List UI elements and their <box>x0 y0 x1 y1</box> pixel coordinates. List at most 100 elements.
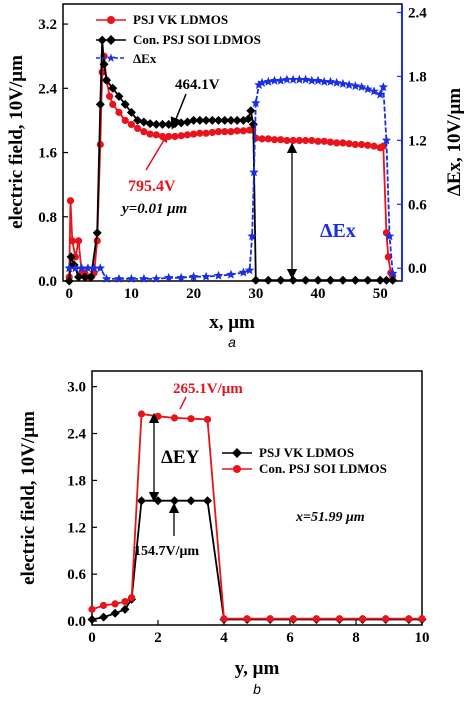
y-right-tick-label: 0.0 <box>408 261 427 277</box>
data-point-0-61 <box>379 142 387 150</box>
data-point-1-11 <box>243 615 251 623</box>
data-point-0-42 <box>264 135 272 143</box>
y-right-tick-label: 0.6 <box>408 197 427 213</box>
data-point-1-15 <box>335 615 344 623</box>
chart-b-series <box>87 410 427 625</box>
y-tick-label: 3.2 <box>38 17 57 33</box>
legend-a-item-3: ΔEx <box>133 51 157 66</box>
data-point-1-12 <box>114 91 124 101</box>
data-point-2-42 <box>375 89 385 99</box>
data-point-0-1 <box>99 612 109 622</box>
x-tick-label: 10 <box>124 286 139 302</box>
data-point-2-6 <box>101 273 112 283</box>
data-point-2-24 <box>263 76 273 86</box>
data-point-1-16 <box>139 117 149 127</box>
chart-a-xlabel: x, μm <box>209 312 255 333</box>
x-tick-label: 0 <box>65 286 73 302</box>
data-point-2-43 <box>378 82 389 92</box>
data-point-1-23 <box>182 117 192 127</box>
data-point-0-29 <box>190 130 198 138</box>
data-point-1-42 <box>325 275 335 285</box>
data-point-1-46 <box>375 275 385 285</box>
annotation-y-condition: y=0.01 μm <box>120 201 187 217</box>
data-point-2-40 <box>363 84 373 94</box>
data-point-1-11 <box>108 83 118 93</box>
data-point-2-11 <box>164 272 174 282</box>
data-point-2-36 <box>338 78 348 88</box>
data-point-0-57 <box>357 140 366 149</box>
data-point-2-9 <box>139 273 149 283</box>
chart-b-xlabel: y, μm <box>235 658 280 679</box>
data-point-1-36 <box>251 275 261 285</box>
data-point-2-41 <box>369 86 379 96</box>
data-point-2-25 <box>269 75 280 85</box>
data-point-0-43 <box>270 136 279 144</box>
chart-b-ticks: 0 2 4 6 8 10 0.0 0.6 1.2 1.8 2.4 3.0 <box>67 380 429 646</box>
data-point-0-54 <box>339 139 347 147</box>
data-point-0-21 <box>140 128 148 136</box>
data-point-0-35 <box>227 128 235 136</box>
data-point-0-30 <box>196 129 204 137</box>
legend-a-item-2: Con. PSJ SOI LDMOS <box>133 32 261 47</box>
y-right-tick-label: 1.8 <box>408 69 427 85</box>
data-point-2-15 <box>213 270 224 280</box>
data-point-1-10 <box>102 75 112 85</box>
chart-a-ylabel-right: ΔEx, 10V/μm <box>444 88 465 196</box>
data-point-0-28 <box>183 131 192 139</box>
data-point-1-19 <box>418 615 426 623</box>
data-point-0-15 <box>106 92 114 100</box>
chart-a-ticks: 0 10 20 30 40 50 0.0 0.8 1.6 2.4 3.2 0.0 0.6 1.2 1.8 2.… <box>38 6 427 302</box>
data-point-2-2 <box>76 263 87 273</box>
data-point-0-1 <box>66 197 75 205</box>
data-point-0-53 <box>333 139 341 147</box>
data-point-1-18 <box>405 615 413 623</box>
chart-a: 0 10 20 30 40 50 0.0 0.8 1.6 2.4 3.2 0.0 0.6 1.2 1.8 2.… <box>6 3 465 350</box>
data-point-0-3 <box>120 604 130 614</box>
x-tick-label: 50 <box>373 286 388 302</box>
data-point-1-4 <box>128 594 136 602</box>
x-tick-label: 2 <box>154 630 162 646</box>
annotation-265v-arrow <box>179 396 187 410</box>
data-point-0-17 <box>115 108 123 116</box>
data-point-0-34 <box>221 128 229 136</box>
data-point-1-28 <box>214 115 224 125</box>
data-point-2-7 <box>114 273 124 283</box>
y-tick-label: 0.6 <box>67 567 86 583</box>
chart-b-plot-frame <box>91 370 423 626</box>
chart-b: 0 2 4 6 8 10 0.0 0.6 1.2 1.8 2.4 3.0 electric field… <box>18 370 430 697</box>
chart-b-legend: PSJ VK LDMOS Con. PSJ SOI LDMOS <box>222 445 387 476</box>
data-point-2-37 <box>344 80 354 89</box>
chart-a-series <box>64 35 398 286</box>
legend-b-black-diamond-marker <box>232 448 242 458</box>
data-point-0-46 <box>289 136 297 145</box>
data-point-1-25 <box>195 115 205 125</box>
x-tick-label: 8 <box>352 630 360 646</box>
data-point-1-14 <box>126 107 136 117</box>
data-point-0-33 <box>214 128 223 136</box>
data-point-1-13 <box>289 615 297 623</box>
data-point-0-19 <box>127 120 136 129</box>
data-point-2-33 <box>319 76 329 86</box>
data-point-0-41 <box>258 135 266 143</box>
series-line-0 <box>91 499 422 621</box>
legend-b-item-1: PSJ VK LDMOS <box>259 445 354 460</box>
data-point-0-23 <box>152 131 160 139</box>
x-tick-label: 30 <box>248 286 263 302</box>
data-point-0-52 <box>326 138 335 146</box>
data-point-2-5 <box>95 263 106 273</box>
y-tick-label: 0.8 <box>38 210 57 226</box>
data-point-2-8 <box>126 273 137 283</box>
data-point-0-45 <box>283 136 291 145</box>
data-point-2-19 <box>247 231 257 241</box>
data-point-2-4 <box>89 263 99 273</box>
data-point-0-47 <box>295 136 303 145</box>
series-line-1 <box>91 412 422 620</box>
data-point-1-24 <box>189 115 199 125</box>
data-point-2-3 <box>83 263 93 273</box>
data-point-1-3 <box>121 597 129 606</box>
data-point-1-47 <box>381 275 391 285</box>
data-point-2-23 <box>257 77 267 87</box>
data-point-0-2 <box>68 237 76 245</box>
y-tick-label: 2.4 <box>38 81 57 97</box>
annotation-265v: 265.1V/μm <box>173 381 243 397</box>
